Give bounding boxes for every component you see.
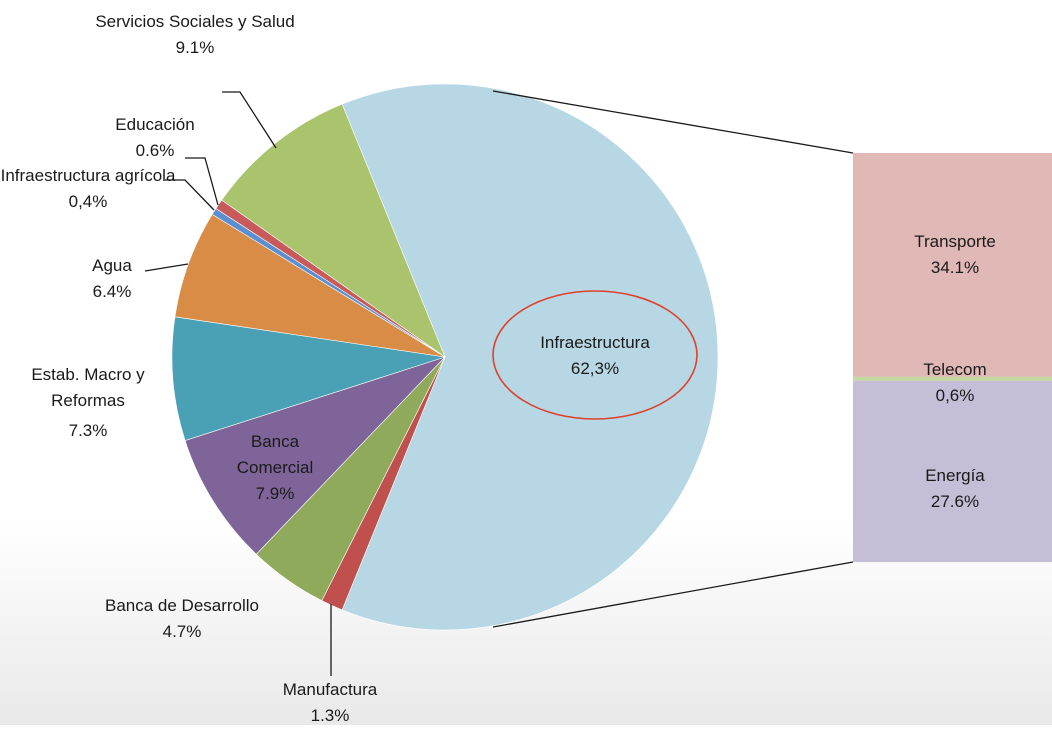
leader-line xyxy=(222,91,277,149)
value-label: 7.3% xyxy=(68,421,108,440)
pie xyxy=(171,83,1052,631)
highlight-ellipse xyxy=(492,290,698,420)
leader-lines xyxy=(144,90,854,676)
category-label: Energía xyxy=(925,466,985,485)
pie-label: Educación 0.6% xyxy=(85,112,225,164)
category-label: Banca de Desarrollo xyxy=(104,596,260,615)
value-label: 0,6% xyxy=(935,386,975,405)
pie-label: Manufactura 1.3% xyxy=(250,677,410,729)
breakdown-label: Transporte 34.1% xyxy=(875,229,1035,281)
pie-slice xyxy=(341,83,719,631)
category-label: Banca Comercial xyxy=(236,432,314,477)
value-label: 0.6% xyxy=(135,141,175,160)
breakdown-segment xyxy=(853,153,1052,377)
value-label: 4.7% xyxy=(162,622,202,641)
leader-line xyxy=(144,263,189,272)
category-label: Educación xyxy=(115,115,195,134)
value-label: 27.6% xyxy=(930,492,980,511)
category-label: Infraestructura xyxy=(540,333,650,352)
breakdown-label: Telecom 0,6% xyxy=(875,357,1035,409)
value-label: 9.1% xyxy=(175,38,215,57)
pie-label: Banca de Desarrollo 4.7% xyxy=(62,593,302,645)
category-label: Agua xyxy=(92,256,132,275)
pie-slice xyxy=(171,316,446,441)
category-label: Estab. Macro y Reformas xyxy=(31,365,145,410)
pie-label: Banca Comercial 7.9% xyxy=(225,429,325,507)
category-label: Telecom xyxy=(923,360,987,379)
breakdown-label: Energía 27.6% xyxy=(875,463,1035,515)
leader-line xyxy=(165,179,215,211)
value-label: 62,3% xyxy=(570,359,620,378)
pie-slice xyxy=(184,356,446,555)
connector-line xyxy=(492,561,854,628)
value-label: 0,4% xyxy=(68,192,108,211)
leader-line xyxy=(185,157,219,206)
value-label: 7.9% xyxy=(255,484,295,503)
pie-label: Estab. Macro y Reformas 7.3% xyxy=(8,362,168,444)
category-label: Infraestructura agrícola xyxy=(0,166,176,185)
category-label: Manufactura xyxy=(282,680,378,699)
category-label: Transporte xyxy=(914,232,996,251)
connector-line xyxy=(492,90,854,154)
value-label: 34.1% xyxy=(930,258,980,277)
pie-label: Agua 6.4% xyxy=(62,253,162,305)
pie-slice xyxy=(221,103,446,358)
pie-label: Infraestructura agrícola 0,4% xyxy=(0,163,176,215)
value-label: 6.4% xyxy=(92,282,132,301)
value-label: 1.3% xyxy=(310,706,350,725)
breakdown-segment xyxy=(853,380,1052,562)
pie-label: Infraestructura 62,3% xyxy=(515,330,675,382)
pie-label: Servicios Sociales y Salud 9.1% xyxy=(95,9,295,61)
category-label: Servicios Sociales y Salud xyxy=(95,12,295,31)
breakdown-segment xyxy=(853,376,1052,381)
